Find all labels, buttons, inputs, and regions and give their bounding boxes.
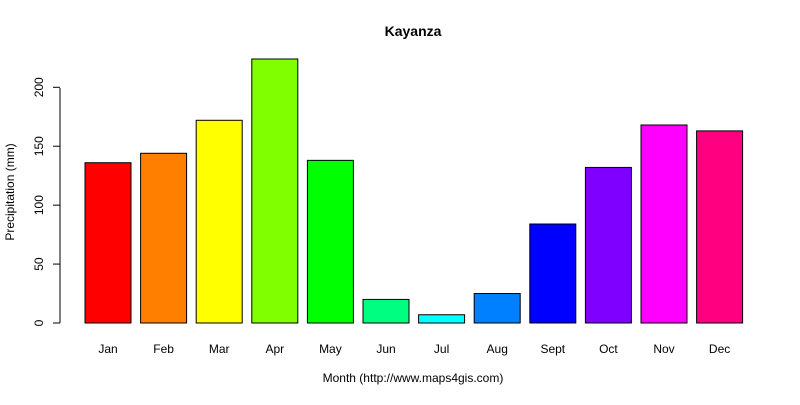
x-tick-label: Oct [599, 342, 618, 356]
x-tick-label: May [319, 342, 342, 356]
bar-oct [584, 166, 632, 324]
y-axis-label: Precipitation (mm) [3, 143, 17, 240]
bar-feb [140, 152, 188, 324]
bar-dec [696, 130, 744, 324]
x-tick-label: Jul [434, 342, 449, 356]
bar-nov [640, 124, 688, 324]
y-tick-label: 200 [32, 77, 46, 97]
bar-apr [251, 58, 299, 324]
x-tick-label: Feb [153, 342, 174, 356]
bar-jan [84, 162, 132, 324]
x-tick-label: Jun [376, 342, 395, 356]
chart-title: Kayanza [385, 23, 442, 39]
y-tick-label: 0 [32, 319, 46, 326]
x-tick-label: Jan [98, 342, 117, 356]
y-tick-label: 50 [32, 257, 46, 271]
bar-aug [473, 293, 521, 324]
bar-may [306, 159, 354, 324]
x-tick-label: Mar [209, 342, 230, 356]
x-tick-label: Nov [653, 342, 674, 356]
bar-jun [362, 298, 410, 324]
x-tick-label: Dec [709, 342, 730, 356]
y-tick-label: 150 [32, 136, 46, 156]
x-tick-label: Aug [487, 342, 508, 356]
y-tick-label: 100 [32, 195, 46, 215]
x-axis-tick-labels: Jan Feb Mar Apr May Jun Jul Aug Sept Oct Nov Dec [98, 342, 730, 356]
x-tick-label: Apr [265, 342, 284, 356]
x-axis-label: Month (http://www.maps4gis.com) [323, 371, 504, 385]
bars-group [84, 58, 744, 324]
x-tick-label: Sept [540, 342, 565, 356]
y-axis-ticks: 0 50 100 150 200 [32, 77, 60, 326]
bar-mar [195, 119, 243, 324]
bar-sept [529, 223, 577, 324]
bar-jul [418, 314, 466, 324]
